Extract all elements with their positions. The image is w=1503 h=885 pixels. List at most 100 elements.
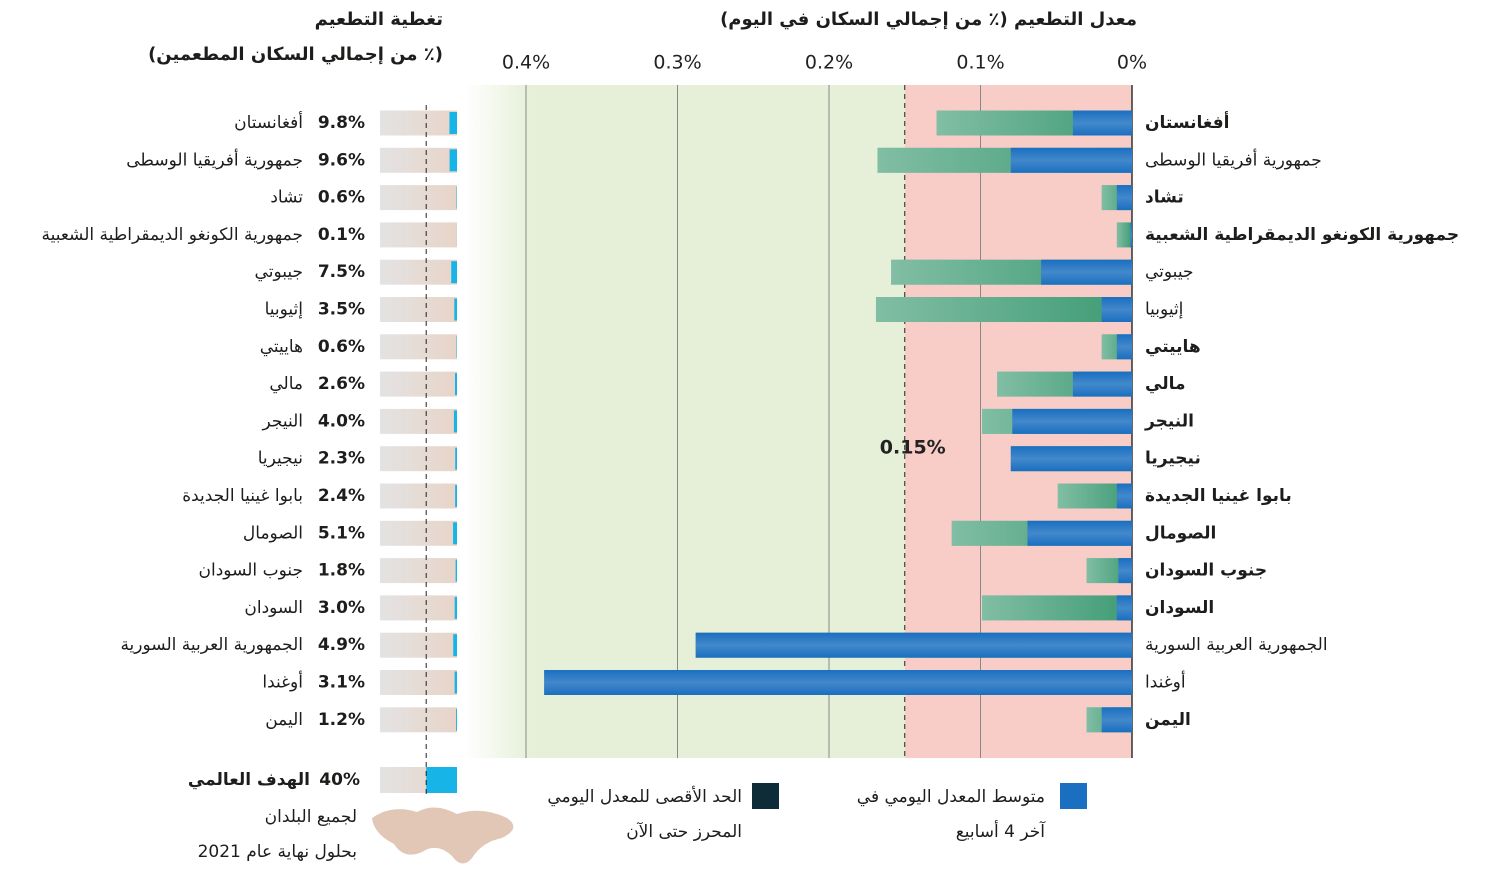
coverage-value: 7.5%	[318, 262, 365, 282]
legend-label: الحد الأقصى للمعدل اليومي المحرز حتى الآ…	[547, 787, 742, 842]
legend-label: متوسط المعدل اليومي في آخر 4 أسابيع	[856, 787, 1045, 842]
x-tick-label: 0.1%	[956, 52, 1004, 74]
country-label: أوغندا	[1145, 671, 1186, 693]
bar-shine	[1072, 110, 1132, 136]
coverage-value: 2.3%	[318, 449, 365, 469]
country-label: جنوب السودان	[1145, 561, 1267, 581]
country-label: أفغانستان	[234, 111, 303, 133]
country-label: الصومال	[1145, 523, 1216, 543]
country-label: اليمن	[1145, 710, 1191, 730]
bar-shine	[1116, 595, 1132, 621]
country-label: هاييتي	[260, 337, 303, 357]
country-label: جمهورية الكونغو الديمقراطية الشعبية	[41, 225, 303, 245]
coverage-value: 0.1%	[318, 225, 365, 245]
coverage-track	[380, 595, 457, 621]
coverage-track	[380, 520, 457, 546]
coverage-bar	[454, 671, 457, 694]
country-label: بابوا غينيا الجديدة	[182, 486, 303, 506]
bar-shine	[1116, 185, 1132, 211]
country-label: مالي	[1145, 374, 1186, 394]
coverage-track	[380, 185, 457, 211]
country-label: النيجر	[261, 411, 303, 431]
x-tick-label: 0.3%	[653, 52, 701, 74]
coverage-bar	[451, 261, 457, 284]
coverage-track	[380, 408, 457, 434]
coverage-subtitle: (٪ من إجمالي السكان المطعمين)	[148, 44, 443, 65]
rate-title: معدل التطعيم (٪ من إجمالي السكان في اليو…	[720, 9, 1137, 30]
bar-shine	[1027, 520, 1132, 546]
bar-shine	[1130, 222, 1132, 248]
country-label: الجمهورية العربية السورية	[1145, 635, 1328, 655]
coverage-bar	[455, 447, 457, 470]
coverage-track	[380, 297, 457, 322]
coverage-track	[380, 483, 457, 509]
coverage-value: 4.9%	[318, 635, 365, 655]
bar-shine	[1116, 222, 1132, 248]
country-label: الجمهورية العربية السورية	[120, 635, 303, 655]
country-label: بابوا غينيا الجديدة	[1145, 486, 1292, 506]
coverage-track	[380, 147, 457, 173]
coverage-value: 3.5%	[318, 300, 365, 320]
coverage-bar	[455, 559, 457, 582]
bar-shine	[1041, 259, 1132, 285]
coverage-value: 2.6%	[318, 374, 365, 394]
bar-shine	[695, 632, 1132, 658]
coverage-title: تغطية التطعيم	[315, 9, 443, 30]
legend-swatch	[1060, 783, 1087, 809]
coverage-track	[380, 259, 457, 285]
country-label: هاييتي	[1145, 337, 1201, 357]
country-label: اليمن	[265, 710, 303, 730]
country-label: جيبوتي	[255, 262, 303, 282]
x-tick-label: 0%	[1117, 52, 1147, 74]
coverage-value: 0.6%	[318, 188, 365, 208]
coverage-track	[380, 670, 457, 695]
bar-shine	[1116, 334, 1132, 360]
country-label: أفغانستان	[1145, 111, 1229, 133]
country-label: مالي	[269, 374, 303, 394]
target-note: لجميع البلدان	[265, 807, 357, 827]
coverage-track	[380, 334, 457, 360]
bar-shine	[1101, 297, 1132, 322]
country-label: النيجر	[1144, 411, 1194, 431]
coverage-bar	[454, 298, 457, 321]
bar-shine	[1010, 147, 1132, 173]
bar-shine	[875, 297, 1132, 322]
coverage-value: 9.6%	[318, 150, 365, 170]
coverage-track	[380, 222, 457, 248]
coverage-bar	[453, 410, 457, 433]
coverage-bar	[453, 634, 457, 657]
country-label: جمهورية أفريقيا الوسطى	[126, 148, 303, 170]
coverage-track	[380, 632, 457, 658]
coverage-track	[380, 110, 457, 136]
bar-shine	[544, 670, 1132, 695]
country-label: نيجيريا	[1145, 449, 1201, 469]
country-label: إثيوبيا	[265, 300, 303, 320]
coverage-track	[380, 371, 457, 397]
country-label: إثيوبيا	[1145, 300, 1183, 320]
coverage-value: 0.6%	[318, 337, 365, 357]
country-label: تشاد	[270, 188, 303, 208]
coverage-value: 5.1%	[318, 523, 365, 543]
legend-swatch	[752, 783, 779, 809]
country-label: تشاد	[1145, 188, 1184, 208]
bar-shine	[1118, 558, 1132, 584]
country-label: الصومال	[243, 523, 303, 543]
threshold-label: 0.15%	[880, 437, 946, 459]
country-label: جمهورية الكونغو الديمقراطية الشعبية	[1145, 225, 1459, 245]
country-label: جيبوتي	[1145, 262, 1193, 282]
bar-shine	[1116, 483, 1132, 509]
target-text: الهدف العالمي	[188, 770, 310, 790]
bar-shine	[1012, 408, 1132, 434]
x-tick-label: 0.4%	[502, 52, 550, 74]
coverage-bar	[449, 112, 457, 134]
x-tick-label: 0.2%	[805, 52, 853, 74]
coverage-value: 4.0%	[318, 411, 365, 431]
country-label: السودان	[244, 598, 303, 618]
coverage-value: 2.4%	[318, 486, 365, 506]
target-bar	[426, 767, 457, 793]
country-label: نيجيريا	[258, 449, 303, 469]
coverage-bar	[454, 373, 457, 396]
coverage-value: 9.8%	[318, 113, 365, 133]
